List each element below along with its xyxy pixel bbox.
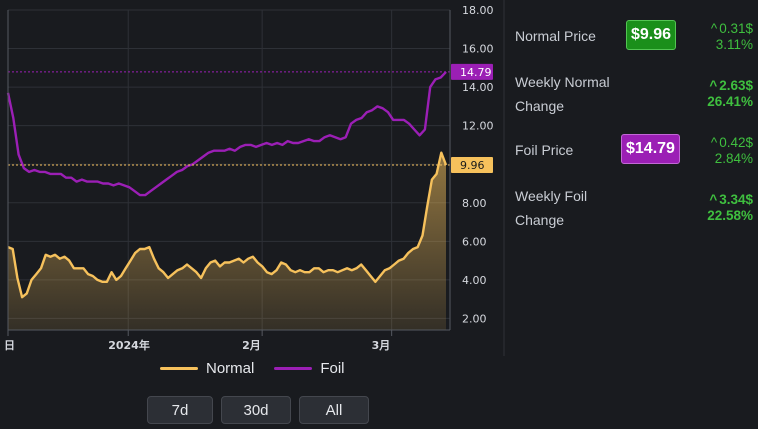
- legend-label-normal: Normal: [206, 360, 255, 377]
- weekly-normal-label-line2: Change: [515, 98, 565, 114]
- weekly-normal-delta-abs: 2.63$: [719, 78, 753, 93]
- price-chart: 2.004.006.008.0010.0012.0014.0016.0018.0…: [4, 0, 505, 356]
- last-value-badge-normal: [451, 156, 493, 173]
- foil-price-badge: $14.79: [621, 134, 680, 164]
- y-tick-label: 6.00: [462, 235, 487, 248]
- y-tick-label: 4.00: [462, 274, 487, 287]
- last-value-badge-foil: [451, 63, 493, 80]
- weekly-foil-row: Weekly Foil Change ^ 3.34$ 22.58%: [515, 184, 753, 232]
- foil-price-delta: ^ 0.42$ 2.84%: [711, 135, 753, 167]
- normal-price-delta: ^ 0.31$ 3.11%: [711, 21, 753, 53]
- last-value-lines: [8, 71, 450, 166]
- weekly-normal-row: Weekly Normal Change ^ 2.63$ 26.41%: [515, 70, 753, 118]
- normal-price-delta-pct: 3.11%: [715, 37, 753, 52]
- legend-item-normal[interactable]: Normal: [160, 360, 254, 377]
- weekly-normal-label-line1: Weekly Normal: [515, 74, 610, 90]
- y-tick-label: 8.00: [462, 197, 487, 210]
- x-tick-label: 3月: [372, 339, 391, 352]
- y-tick-label: 12.00: [462, 120, 494, 133]
- legend-swatch-normal: [160, 367, 198, 370]
- up-arrow-icon: ^: [710, 21, 718, 36]
- legend: Normal Foil: [160, 360, 345, 377]
- up-arrow-icon: ^: [709, 192, 718, 207]
- range-30d-button[interactable]: 30d: [221, 396, 291, 424]
- foil-price-row: Foil Price $14.79 ^ 0.42$ 2.84%: [515, 134, 753, 170]
- x-axis: 日 2024年 2月 3月: [4, 0, 505, 356]
- foil-price-label: Foil Price: [515, 142, 574, 158]
- weekly-foil-delta-abs: 3.34$: [719, 192, 753, 207]
- range-buttons: 7d 30d All: [147, 396, 369, 424]
- y-tick-label: 18.00: [462, 4, 494, 17]
- weekly-foil-delta-pct: 22.58%: [707, 208, 753, 223]
- series-line-normal: [7, 151, 448, 299]
- weekly-foil-delta: ^ 3.34$ 22.58%: [707, 192, 753, 224]
- weekly-normal-delta-pct: 26.41%: [707, 94, 753, 109]
- last-value-label-normal: 9.96: [460, 159, 485, 172]
- normal-area: [8, 152, 446, 330]
- legend-swatch-foil: [274, 367, 313, 370]
- weekly-foil-label-line2: Change: [515, 212, 565, 228]
- up-arrow-icon: ^: [710, 135, 718, 150]
- normal-price-label: Normal Price: [515, 28, 596, 44]
- foil-price-delta-pct: 2.84%: [714, 151, 753, 166]
- x-tick-label: 日: [4, 339, 15, 352]
- y-tick-label: 16.00: [462, 43, 494, 56]
- weekly-normal-delta: ^ 2.63$ 26.41%: [707, 78, 753, 110]
- legend-label-foil: Foil: [320, 360, 345, 377]
- x-tick-label: 2月: [242, 339, 261, 352]
- weekly-foil-label-line1: Weekly Foil: [515, 188, 588, 204]
- foil-price-delta-abs: 0.42$: [719, 135, 753, 150]
- x-tick-label: 2024年: [108, 338, 150, 352]
- range-all-button[interactable]: All: [299, 396, 369, 424]
- up-arrow-icon: ^: [709, 78, 718, 93]
- series-area-normal: [8, 152, 446, 330]
- stats-panel: Normal Price $9.96 ^ 0.31$ 3.11% Weekly N…: [505, 0, 758, 429]
- series-lines: [6, 71, 448, 299]
- y-tick-label: 2.00: [462, 312, 487, 325]
- normal-price-row: Normal Price $9.96 ^ 0.31$ 3.11%: [515, 20, 753, 56]
- legend-item-foil[interactable]: Foil: [274, 360, 345, 377]
- y-tick-label: 14.00: [462, 81, 494, 94]
- last-value-labels: 9.96 14.79: [451, 63, 493, 173]
- normal-price-delta-abs: 0.31$: [719, 21, 753, 36]
- last-value-label-foil: 14.79: [460, 66, 492, 79]
- normal-price-badge: $9.96: [626, 20, 677, 50]
- series-line-foil: [6, 71, 447, 197]
- range-7d-button[interactable]: 7d: [147, 396, 213, 424]
